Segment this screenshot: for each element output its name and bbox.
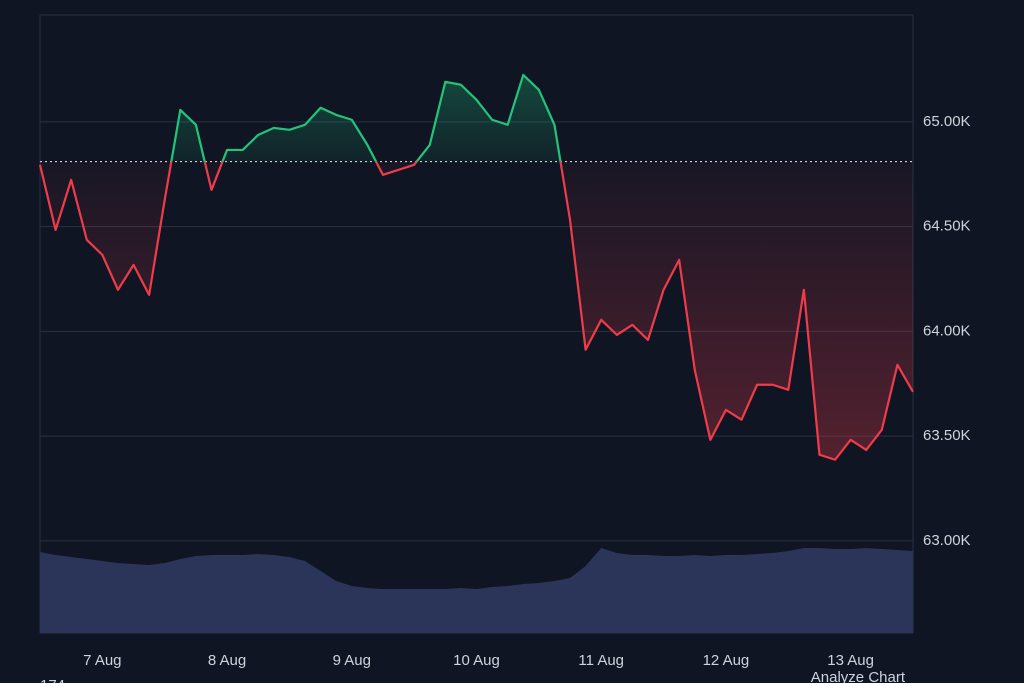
y-tick-label: 63.00K: [923, 532, 971, 549]
analyze-chart-button[interactable]: Analyze Chart: [811, 669, 906, 683]
price-line: [38, 73, 914, 461]
x-tick-label: 13 Aug: [827, 652, 874, 669]
y-tick-label: 65.00K: [923, 113, 971, 130]
x-tick-label: 8 Aug: [208, 652, 246, 669]
y-tick-label: 64.50K: [923, 218, 971, 235]
y-tick-label: 63.50K: [923, 427, 971, 444]
volume-area: [40, 548, 913, 633]
baseline-area: [40, 74, 913, 460]
x-tick-label: 11 Aug: [578, 652, 624, 669]
x-tick-label: 9 Aug: [333, 652, 371, 669]
x-tick-label: 12 Aug: [703, 652, 750, 669]
x-tick-label: 10 Aug: [453, 652, 500, 669]
x-tick-label: 7 Aug: [83, 652, 121, 669]
y-tick-label: 64.00K: [923, 322, 971, 339]
counter: 174: [40, 677, 65, 683]
